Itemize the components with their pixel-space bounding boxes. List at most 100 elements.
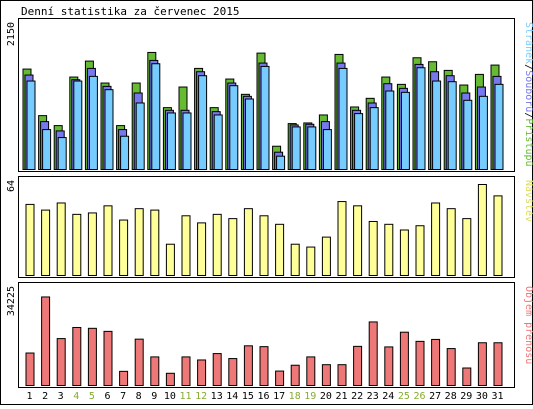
day-label-31: 31 <box>491 391 503 402</box>
bar-navstev-day-4 <box>72 213 82 276</box>
bar-stranek-day-12 <box>198 75 208 170</box>
bar-objem-day-16 <box>259 346 269 387</box>
day-label-22: 22 <box>351 391 363 402</box>
bar-stranek-day-25 <box>400 91 410 170</box>
max-label-hits: 2150 <box>6 22 17 46</box>
bar-navstev-day-17 <box>275 223 285 276</box>
bar-objem-day-18 <box>290 364 300 386</box>
bar-navstev-day-23 <box>368 220 378 276</box>
bar-objem-day-10 <box>165 372 175 387</box>
bar-objem-day-22 <box>353 345 363 386</box>
bar-objem-day-31 <box>493 342 503 387</box>
day-label-8: 8 <box>136 391 142 402</box>
day-label-12: 12 <box>195 391 207 402</box>
day-labels: 1 2 3 4 5 6 7 8 9 10 11 12 13 14 15 16 17 18 19 20 21 22 23 24 2… <box>26 391 503 402</box>
day-label-26: 26 <box>413 391 425 402</box>
bar-objem-day-9 <box>150 356 160 387</box>
bar-navstev-day-21 <box>337 201 347 276</box>
day-label-25: 25 <box>398 391 410 402</box>
legend-visits: Návštěv <box>523 180 533 222</box>
bar-navstev-day-27 <box>431 202 441 276</box>
day-label-1: 1 <box>26 391 32 402</box>
bar-stranek-day-13 <box>213 114 223 170</box>
panel-volume: 34225 Objem přenosu <box>6 282 533 388</box>
bar-navstev-day-19 <box>306 246 316 276</box>
bar-navstev-day-18 <box>290 243 300 276</box>
bar-navstev-day-8 <box>134 208 144 276</box>
max-label-volume: 34225 <box>6 286 17 316</box>
bar-stranek-day-10 <box>166 112 176 171</box>
bar-stranek-day-8 <box>135 102 145 170</box>
bar-stranek-day-19 <box>307 126 317 170</box>
day-label-28: 28 <box>445 391 457 402</box>
bar-navstev-day-9 <box>150 209 160 276</box>
bar-navstev-day-28 <box>446 208 456 276</box>
bar-objem-day-26 <box>415 340 425 387</box>
day-label-29: 29 <box>460 391 472 402</box>
bar-objem-day-3 <box>56 338 66 386</box>
bar-stranek-day-1 <box>26 80 36 170</box>
legend-entry-navstev: Návštěv <box>523 180 533 222</box>
legend-entry-objem: Objem přenosu <box>523 286 533 364</box>
bar-objem-day-8 <box>134 338 144 386</box>
day-label-6: 6 <box>104 391 110 402</box>
bar-stranek-day-23 <box>369 107 379 170</box>
bar-stranek-day-28 <box>447 81 457 170</box>
bar-objem-day-28 <box>446 348 456 387</box>
bar-objem-day-17 <box>275 370 285 386</box>
bar-stranek-day-7 <box>120 135 130 170</box>
bar-objem-day-2 <box>41 296 51 386</box>
bar-objem-day-27 <box>431 338 441 387</box>
bar-objem-day-13 <box>212 353 222 386</box>
bar-navstev-day-13 <box>212 213 222 276</box>
bar-objem-day-15 <box>243 345 253 386</box>
bar-navstev-day-22 <box>353 205 363 276</box>
day-label-4: 4 <box>73 391 79 402</box>
day-label-23: 23 <box>367 391 379 402</box>
bar-objem-day-6 <box>103 330 113 386</box>
bar-navstev-day-1 <box>25 203 35 276</box>
legend-volume: Objem přenosu <box>523 286 533 364</box>
bar-navstev-day-29 <box>462 218 472 276</box>
bar-navstev-day-2 <box>41 209 51 276</box>
bar-stranek-day-21 <box>338 67 348 170</box>
bar-navstev-day-10 <box>165 243 175 276</box>
bar-navstev-day-16 <box>259 215 269 276</box>
bar-navstev-day-5 <box>87 212 97 276</box>
bar-navstev-day-30 <box>477 184 487 276</box>
bar-stranek-day-5 <box>88 75 98 170</box>
panel-visits: 64 Návštěv <box>6 176 533 278</box>
bar-objem-day-20 <box>321 364 331 386</box>
bar-navstev-day-20 <box>321 236 331 276</box>
day-label-15: 15 <box>242 391 254 402</box>
day-label-13: 13 <box>211 391 223 402</box>
bar-objem-day-11 <box>181 356 191 387</box>
bar-stranek-day-4 <box>73 80 83 170</box>
bar-stranek-day-18 <box>291 126 301 170</box>
bar-navstev-day-26 <box>415 225 425 276</box>
bar-objem-day-25 <box>399 331 409 387</box>
bar-stranek-day-15 <box>244 98 254 170</box>
day-label-7: 7 <box>120 391 126 402</box>
day-label-9: 9 <box>151 391 157 402</box>
day-label-24: 24 <box>382 391 394 402</box>
bar-stranek-day-20 <box>322 129 332 170</box>
bar-stranek-day-31 <box>494 83 504 170</box>
bar-objem-day-7 <box>119 370 129 387</box>
bar-objem-day-12 <box>197 359 207 386</box>
bar-stranek-day-2 <box>42 129 52 170</box>
bar-navstev-day-3 <box>56 202 66 276</box>
legend-entry-souboru: Souborů <box>523 70 533 112</box>
bar-stranek-day-14 <box>229 85 239 170</box>
legend-entry-pristupu: Přístupů <box>523 118 533 166</box>
day-label-5: 5 <box>89 391 95 402</box>
bar-navstev-day-6 <box>103 205 113 276</box>
bar-objem-day-29 <box>462 367 472 387</box>
bar-objem-day-24 <box>384 346 394 386</box>
bar-navstev-day-11 <box>181 215 191 276</box>
bar-stranek-day-11 <box>182 112 192 171</box>
bar-stranek-day-16 <box>260 65 270 170</box>
bar-navstev-day-14 <box>228 218 238 276</box>
day-label-17: 17 <box>273 391 285 402</box>
